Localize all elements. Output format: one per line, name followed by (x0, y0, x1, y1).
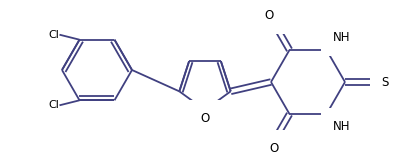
Text: Cl: Cl (48, 30, 59, 40)
Text: O: O (270, 142, 279, 155)
Text: NH: NH (333, 120, 350, 133)
Text: O: O (201, 112, 210, 125)
Text: Cl: Cl (48, 100, 59, 110)
Text: S: S (381, 76, 389, 88)
Text: NH: NH (333, 31, 350, 44)
Text: O: O (265, 9, 274, 22)
